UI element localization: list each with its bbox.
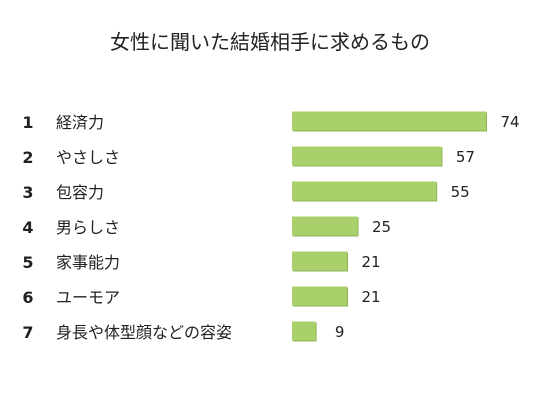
category-label: 身長や体型顔などの容姿 bbox=[56, 323, 232, 342]
value-label: 9 bbox=[335, 323, 345, 341]
category-label: 経済力 bbox=[56, 113, 104, 132]
rank-label: 5 bbox=[22, 253, 33, 272]
bar bbox=[292, 251, 348, 271]
bar bbox=[292, 216, 358, 236]
bar bbox=[292, 146, 442, 166]
value-label: 57 bbox=[456, 148, 475, 166]
chart-rows: 1 経済力 74 2 やさしさ 57 3 包容力 55 4 男らしさ 25 5 家事能力 21 6 ユーモア 21… bbox=[22, 111, 520, 342]
rank-label: 7 bbox=[22, 323, 33, 342]
value-label: 25 bbox=[372, 218, 391, 236]
value-label: 74 bbox=[500, 113, 519, 131]
category-label: ユーモア bbox=[56, 288, 120, 307]
category-label: 包容力 bbox=[56, 183, 104, 202]
rank-label: 3 bbox=[22, 183, 33, 202]
bar bbox=[292, 286, 348, 306]
bar bbox=[292, 111, 486, 131]
value-label: 55 bbox=[451, 183, 470, 201]
value-label: 21 bbox=[362, 253, 381, 271]
category-label: 家事能力 bbox=[56, 253, 120, 272]
bar bbox=[292, 321, 316, 341]
category-label: 男らしさ bbox=[56, 218, 120, 237]
rank-label: 6 bbox=[22, 288, 33, 307]
rank-label: 1 bbox=[22, 113, 33, 132]
chart-title: 女性に聞いた結婚相手に求めるもの bbox=[110, 30, 430, 54]
rank-label: 4 bbox=[22, 218, 33, 237]
category-label: やさしさ bbox=[56, 148, 120, 167]
rank-label: 2 bbox=[22, 148, 33, 167]
value-label: 21 bbox=[362, 288, 381, 306]
bar bbox=[292, 181, 437, 201]
